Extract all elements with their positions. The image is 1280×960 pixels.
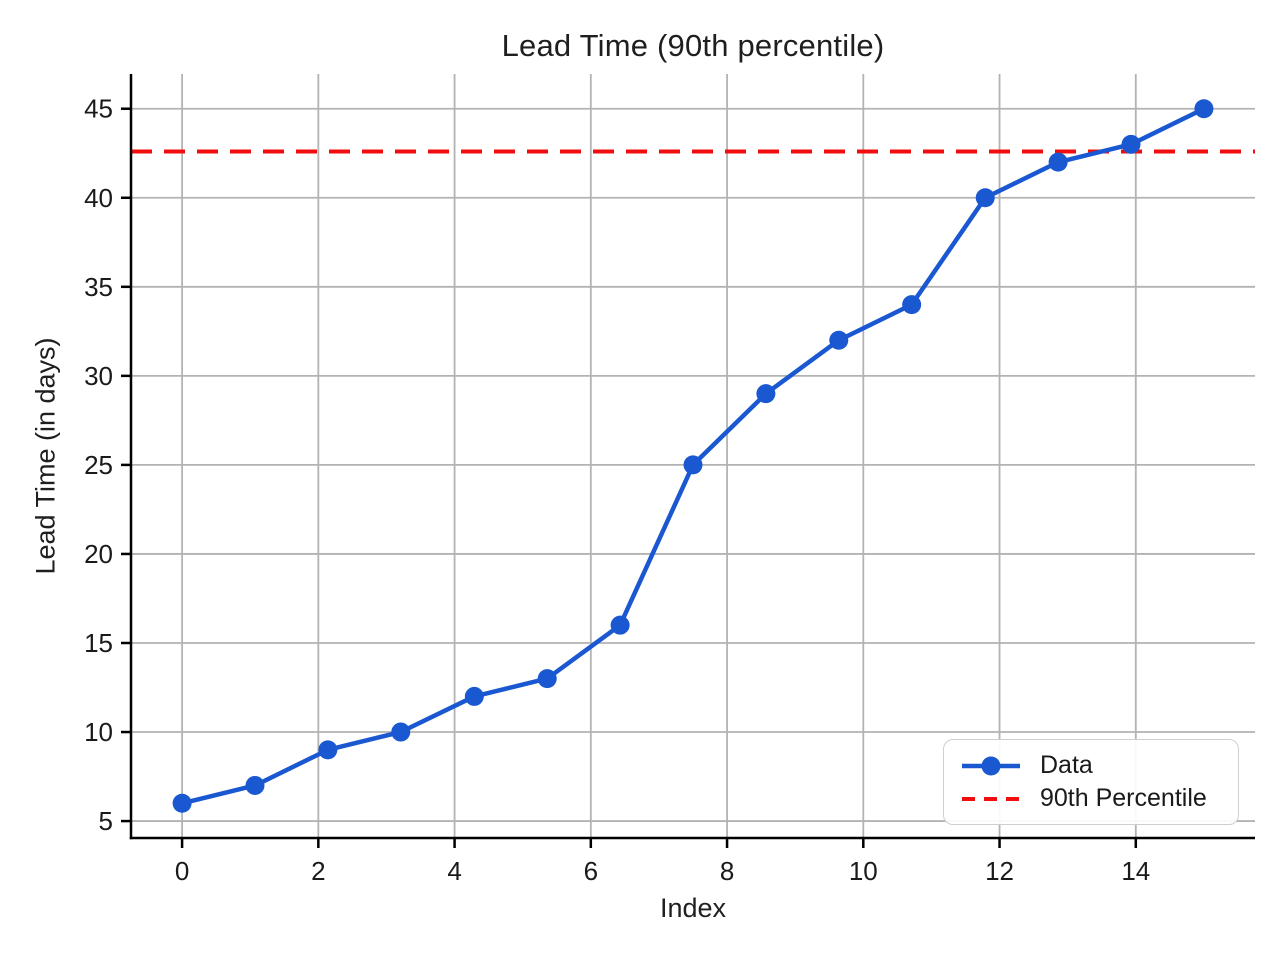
y-tick-label: 10 [84, 717, 113, 747]
data-point-marker [756, 384, 776, 404]
x-axis-label: Index [659, 893, 727, 923]
legend-percentile-sample-icon [962, 796, 1020, 801]
data-point-marker [902, 295, 922, 315]
legend-row-data: Data [960, 753, 1238, 779]
x-tick-label: 2 [311, 856, 325, 886]
x-tick-label: 10 [849, 856, 878, 886]
data-point-marker [318, 740, 338, 760]
data-point-marker [829, 330, 849, 350]
x-tick-label: 6 [584, 856, 598, 886]
y-tick-label: 35 [84, 272, 113, 302]
legend: Data 90th Percentile [943, 739, 1239, 825]
data-point-marker [610, 615, 630, 635]
data-point-marker [172, 793, 192, 813]
legend-row-percentile: 90th Percentile [960, 786, 1238, 812]
y-tick-label: 15 [84, 628, 113, 658]
x-tick-label: 0 [175, 856, 189, 886]
legend-percentile-label: 90th Percentile [1040, 784, 1207, 812]
y-tick-label: 30 [84, 361, 113, 391]
data-point-marker [1121, 134, 1141, 154]
y-tick-label: 45 [84, 94, 113, 124]
x-tick-label: 14 [1121, 856, 1150, 886]
y-tick-label: 5 [99, 806, 113, 836]
y-tick-label: 20 [84, 539, 113, 569]
x-tick-label: 8 [720, 856, 734, 886]
data-point-marker [975, 188, 995, 208]
legend-data-label: Data [1040, 751, 1093, 779]
y-axis-label: Lead Time (in days) [30, 337, 61, 575]
chart-title: Lead Time (90th percentile) [501, 28, 885, 63]
data-point-marker [391, 722, 411, 742]
y-tick-label: 40 [84, 183, 113, 213]
data-point-marker [464, 686, 484, 706]
y-tick-label: 25 [84, 450, 113, 480]
x-tick-label: 4 [447, 856, 461, 886]
data-point-marker [537, 669, 557, 689]
x-tick-label: 12 [985, 856, 1014, 886]
legend-data-sample-icon [962, 756, 1020, 775]
data-point-marker [1194, 99, 1214, 119]
data-point-marker [1048, 152, 1068, 172]
data-point-marker [683, 455, 703, 475]
data-point-marker [245, 775, 265, 795]
